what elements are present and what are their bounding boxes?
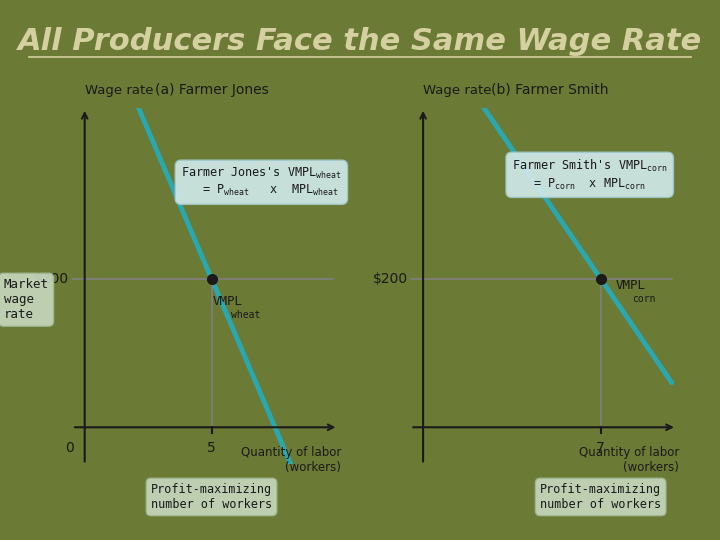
Text: VMPL: VMPL [616,279,646,292]
Text: Market
wage
rate: Market wage rate [4,278,49,321]
Text: Farmer Jones's VMPL$_{\mathregular{wheat}}$
   = P$_{\mathregular{wheat}}$   x  : Farmer Jones's VMPL$_{\mathregular{wheat… [181,166,342,198]
Text: 0: 0 [65,441,74,455]
Text: All Producers Face the Same Wage Rate: All Producers Face the Same Wage Rate [18,27,702,56]
Text: (b) Farmer Smith: (b) Farmer Smith [491,83,608,97]
Text: Quantity of labor
(workers): Quantity of labor (workers) [579,446,680,474]
Text: Wage rate: Wage rate [423,84,492,97]
Text: Quantity of labor
(workers): Quantity of labor (workers) [240,446,341,474]
Text: $200: $200 [373,272,408,286]
Text: $200: $200 [35,272,69,286]
Text: Wage rate: Wage rate [85,84,153,97]
Text: wheat: wheat [230,310,260,320]
Text: VMPL: VMPL [213,295,243,308]
Text: Profit-maximizing
number of workers: Profit-maximizing number of workers [151,483,272,511]
Text: Farmer Smith's VMPL$_{\mathregular{corn}}$
   = P$_{\mathregular{corn}}$  x MPL$: Farmer Smith's VMPL$_{\mathregular{corn}… [512,158,667,192]
Text: (a) Farmer Jones: (a) Farmer Jones [155,83,269,97]
Text: 5: 5 [207,441,216,455]
Text: corn: corn [632,294,656,303]
Text: Profit-maximizing
number of workers: Profit-maximizing number of workers [540,483,661,511]
Text: 7: 7 [596,441,605,455]
